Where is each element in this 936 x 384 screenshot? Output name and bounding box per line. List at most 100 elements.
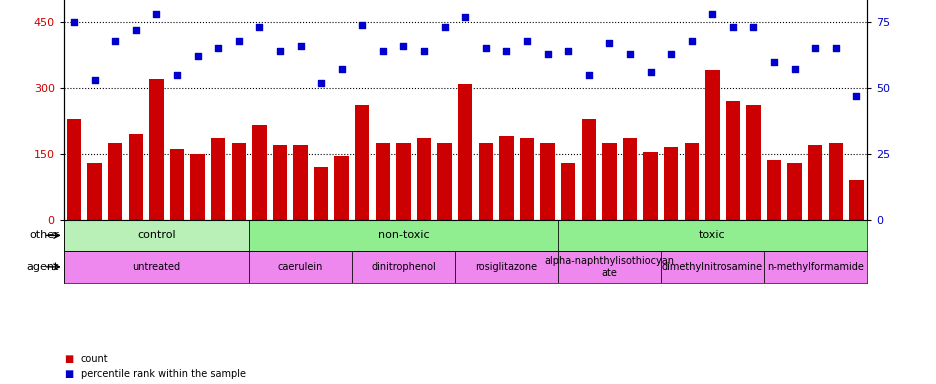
Bar [211,138,225,220]
Point [766,58,781,65]
Bar [581,119,595,220]
Point [396,43,411,49]
Bar [293,145,307,220]
Text: dimethylnitrosamine: dimethylnitrosamine [661,262,762,272]
Point [108,38,123,44]
Point [498,48,513,54]
FancyBboxPatch shape [557,220,866,251]
Point [848,93,863,99]
Bar [437,143,451,220]
Point [663,51,678,57]
Bar [190,154,205,220]
Bar [128,134,143,220]
FancyBboxPatch shape [249,220,557,251]
Point [272,48,287,54]
Text: percentile rank within the sample: percentile rank within the sample [80,369,245,379]
Point [704,11,719,17]
Text: other: other [29,230,59,240]
Bar [314,167,328,220]
Point [437,24,452,30]
Bar [724,101,739,220]
Point [539,51,554,57]
Text: non-toxic: non-toxic [377,230,429,240]
Point [314,79,329,86]
FancyBboxPatch shape [352,251,455,283]
Point [580,72,595,78]
Point [211,45,226,51]
Text: agent: agent [26,262,59,272]
Text: control: control [137,230,175,240]
Point [169,72,184,78]
Bar [272,145,286,220]
Text: rosiglitazone: rosiglitazone [475,262,537,272]
FancyBboxPatch shape [64,251,249,283]
Text: ■: ■ [64,369,73,379]
Bar [478,143,492,220]
Point [724,24,739,30]
Bar [766,161,781,220]
Bar [169,149,184,220]
Text: dinitrophenol: dinitrophenol [371,262,435,272]
FancyBboxPatch shape [64,220,249,251]
Point [87,77,102,83]
Bar [684,143,698,220]
Bar [355,106,369,220]
Bar [458,84,472,220]
Bar [827,143,842,220]
Bar [807,145,822,220]
Point [293,43,308,49]
Point [334,66,349,73]
Point [827,45,842,51]
Point [375,48,390,54]
Bar [87,162,102,220]
Bar [643,152,657,220]
Bar [745,106,760,220]
Point [745,24,760,30]
Text: toxic: toxic [698,230,724,240]
FancyBboxPatch shape [557,251,660,283]
Bar [561,162,575,220]
Point [622,51,636,57]
Bar [540,143,554,220]
Bar [664,147,678,220]
Point [519,38,534,44]
Bar [622,138,636,220]
Point [190,53,205,60]
Point [417,48,431,54]
FancyBboxPatch shape [455,251,557,283]
Point [807,45,822,51]
Bar [786,162,801,220]
Text: ■: ■ [64,354,73,364]
Point [683,38,698,44]
Bar [417,138,431,220]
Point [477,45,492,51]
Point [149,11,164,17]
Bar [499,136,513,220]
Point [128,27,143,33]
Bar [231,143,245,220]
Point [786,66,801,73]
Text: untreated: untreated [132,262,181,272]
Bar [602,143,616,220]
Text: count: count [80,354,108,364]
FancyBboxPatch shape [249,251,352,283]
Bar [705,70,719,220]
Point [66,19,81,25]
Bar [252,125,266,220]
Text: n-methylformamide: n-methylformamide [766,262,863,272]
Bar [66,119,81,220]
Point [231,38,246,44]
Point [355,22,370,28]
Text: alpha-naphthylisothiocyan
ate: alpha-naphthylisothiocyan ate [544,256,674,278]
FancyBboxPatch shape [763,251,866,283]
Bar [848,180,863,220]
Point [252,24,267,30]
FancyBboxPatch shape [660,251,763,283]
Point [642,69,657,75]
Point [560,48,575,54]
Bar [149,79,164,220]
Point [601,40,616,46]
Bar [108,143,123,220]
Bar [519,138,534,220]
Bar [334,156,348,220]
